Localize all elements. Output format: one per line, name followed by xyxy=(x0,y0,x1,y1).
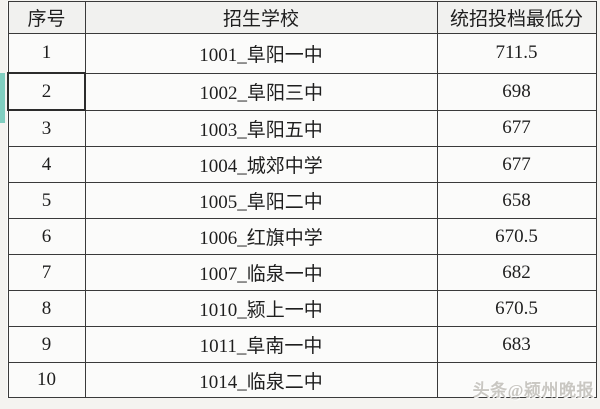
cell-school[interactable]: 1001_阜阳一中 xyxy=(84,33,438,74)
cell-no[interactable]: 1 xyxy=(7,33,86,74)
cell-score[interactable]: 677 xyxy=(436,109,597,147)
cell-score[interactable]: 677 xyxy=(436,146,597,183)
table-row: 3 1003_阜阳五中 677 xyxy=(7,109,597,147)
table-row: 9 1011_阜南一中 683 xyxy=(7,326,597,363)
cell-score[interactable]: 682 xyxy=(436,254,597,291)
table-row: 10 1014_临泉二中 xyxy=(7,362,597,398)
table-row: 6 1006_红旗中学 670.5 xyxy=(7,218,597,255)
cell-score[interactable]: 658 xyxy=(436,182,597,219)
cell-no[interactable]: 7 xyxy=(7,254,86,291)
cell-score[interactable]: 698 xyxy=(436,72,597,111)
cell-no[interactable]: 10 xyxy=(7,362,86,398)
cell-no-selected[interactable]: 2 xyxy=(7,72,86,111)
table-row: 7 1007_临泉一中 682 xyxy=(7,254,597,291)
table-row: 5 1005_阜阳二中 658 xyxy=(7,182,597,219)
cell-score[interactable]: 670.5 xyxy=(436,218,597,255)
cell-school[interactable]: 1004_城郊中学 xyxy=(84,146,438,183)
cell-school[interactable]: 1006_红旗中学 xyxy=(84,218,438,255)
table-row: 4 1004_城郊中学 677 xyxy=(7,146,597,183)
cell-score[interactable]: 670.5 xyxy=(436,290,597,327)
cell-no[interactable]: 6 xyxy=(7,218,86,255)
cell-school[interactable]: 1007_临泉一中 xyxy=(84,254,438,291)
header-cell-school[interactable]: 招生学校 xyxy=(84,1,438,34)
header-row: 序号 招生学校 统招投档最低分 xyxy=(7,1,597,34)
header-cell-no[interactable]: 序号 xyxy=(7,1,86,34)
cell-no[interactable]: 3 xyxy=(7,109,86,147)
cell-score[interactable]: 711.5 xyxy=(436,33,597,74)
cell-no[interactable]: 4 xyxy=(7,146,86,183)
cell-school[interactable]: 1002_阜阳三中 xyxy=(84,72,438,111)
cell-score[interactable] xyxy=(436,362,597,398)
cell-school[interactable]: 1014_临泉二中 xyxy=(84,362,438,398)
table-row: 8 1010_颍上一中 670.5 xyxy=(7,290,597,327)
cell-school[interactable]: 1005_阜阳二中 xyxy=(84,182,438,219)
cell-no[interactable]: 9 xyxy=(7,326,86,363)
cell-school[interactable]: 1010_颍上一中 xyxy=(84,290,438,327)
admission-score-table: 序号 招生学校 统招投档最低分 1 1001_阜阳一中 711.5 2 1002… xyxy=(7,1,597,398)
row-selection-indicator xyxy=(0,73,5,123)
table-row: 2 1002_阜阳三中 698 xyxy=(7,72,597,111)
cell-no[interactable]: 5 xyxy=(7,182,86,219)
header-cell-score[interactable]: 统招投档最低分 xyxy=(436,1,597,34)
cell-school[interactable]: 1011_阜南一中 xyxy=(84,326,438,363)
table-row: 1 1001_阜阳一中 711.5 xyxy=(7,33,597,74)
cell-score[interactable]: 683 xyxy=(436,326,597,363)
cell-school[interactable]: 1003_阜阳五中 xyxy=(84,109,438,147)
cell-no[interactable]: 8 xyxy=(7,290,86,327)
